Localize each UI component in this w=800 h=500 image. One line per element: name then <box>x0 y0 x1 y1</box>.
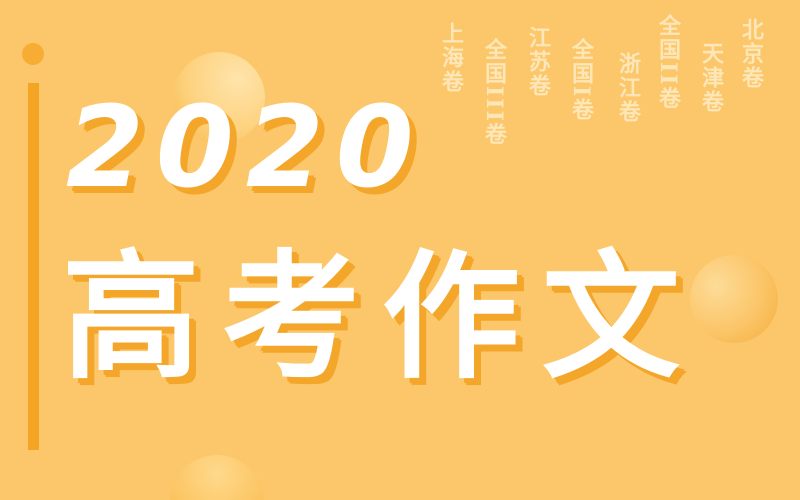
main-title: 高考作文 <box>62 235 703 398</box>
year-heading: 2020 <box>66 83 426 213</box>
paper-label-beijing: 北京卷 <box>738 18 764 90</box>
decorative-circle-right <box>690 255 778 343</box>
accent-bar <box>28 83 39 450</box>
paper-label-jiangsu: 江苏卷 <box>525 26 551 98</box>
paper-label-tianjin: 天津卷 <box>698 42 724 114</box>
paper-label-zhejiang: 浙江卷 <box>615 52 641 124</box>
paper-label-national-3: 全国III卷 <box>481 38 507 147</box>
paper-label-national-1: 全国I卷 <box>568 38 594 123</box>
paper-label-national-2: 全国II卷 <box>655 14 681 111</box>
decorative-circle-bottom <box>170 455 264 500</box>
paper-label-shanghai: 上海卷 <box>438 22 464 94</box>
accent-dot <box>22 43 44 65</box>
decorative-circle-top <box>173 52 265 144</box>
